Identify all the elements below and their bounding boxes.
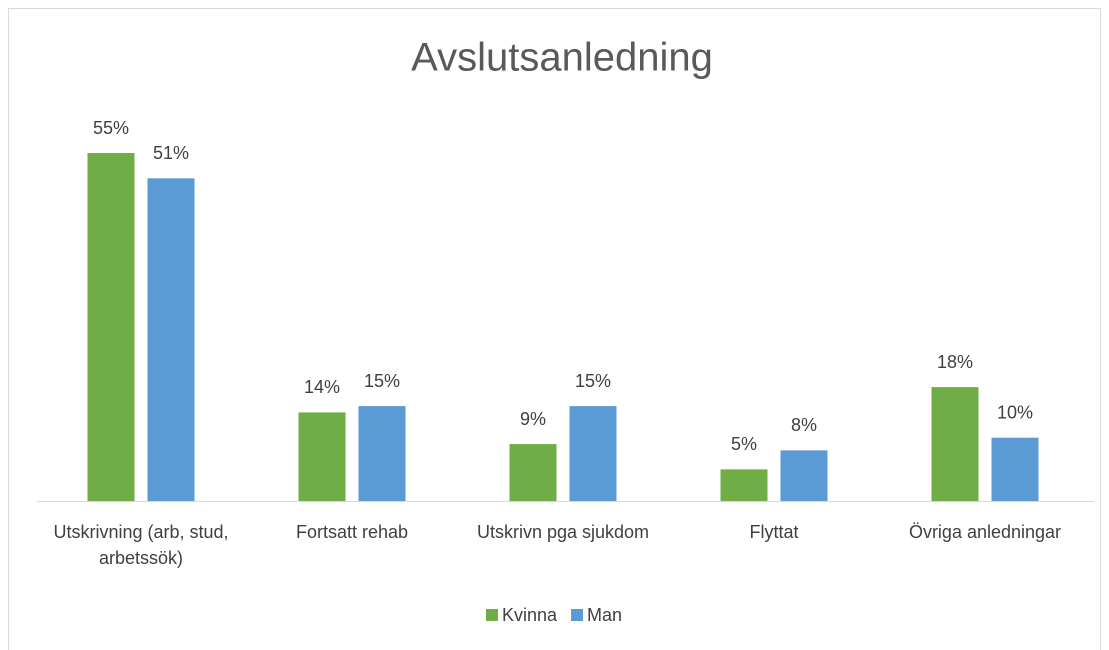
value-label: 55% <box>93 118 129 138</box>
value-label: 14% <box>304 377 340 397</box>
x-tick-label: Utskrivning (arb, stud, arbetssök) <box>53 522 229 568</box>
bar <box>931 387 979 501</box>
bar <box>87 153 135 501</box>
value-label: 8% <box>791 415 817 435</box>
legend-label: Man <box>587 605 622 625</box>
value-label: 10% <box>997 402 1033 422</box>
value-label: 51% <box>153 143 189 163</box>
bar <box>720 469 768 501</box>
value-label: 15% <box>364 371 400 391</box>
x-tick-label: Övriga anledningar <box>908 522 1062 542</box>
value-label: 15% <box>575 371 611 391</box>
x-tick-label: Fortsatt rehab <box>295 522 409 542</box>
x-tick-label: Utskrivn pga sjukdom <box>476 522 650 542</box>
legend-swatch <box>486 609 498 621</box>
value-label: 9% <box>520 409 546 429</box>
bar <box>147 178 195 502</box>
bar <box>569 406 617 501</box>
bar <box>991 437 1039 501</box>
bar <box>298 412 346 501</box>
bar <box>358 406 406 501</box>
legend-label: Kvinna <box>502 605 558 625</box>
value-label: 18% <box>937 352 973 372</box>
bar <box>509 444 557 501</box>
bar <box>780 450 828 501</box>
x-tick-label: Flyttat <box>749 522 799 542</box>
chart-title: Avslutsanledning <box>411 36 713 80</box>
value-label: 5% <box>731 434 757 454</box>
legend-swatch <box>571 609 584 621</box>
